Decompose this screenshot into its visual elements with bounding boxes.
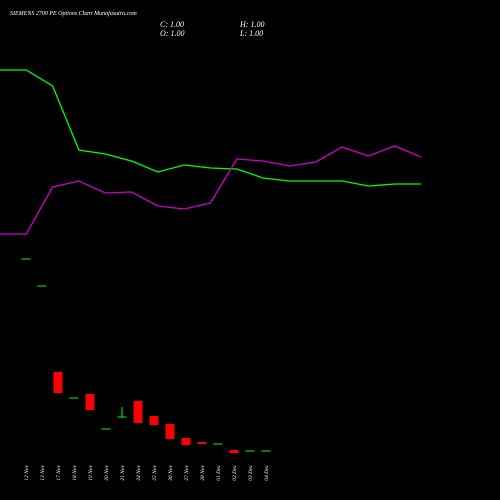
candle-body: [85, 394, 95, 410]
x-tick-label: 04 Dec: [263, 464, 270, 480]
x-tick-label: 17 Nov: [56, 464, 62, 480]
x-tick-label: 26 Nov: [168, 464, 174, 480]
candle-body: [181, 438, 191, 445]
high-label: H: 1.00: [239, 20, 264, 29]
line-series: [0, 69, 421, 187]
x-tick-label: 18 Nov: [72, 464, 78, 480]
x-tick-label: 20 Nov: [104, 464, 110, 480]
x-tick-label: 01 Dec: [216, 464, 222, 480]
low-label: L: 1.00: [239, 29, 263, 38]
open-label: O: 1.00: [160, 29, 184, 38]
x-tick-label: 24 Nov: [135, 464, 142, 480]
x-tick-label: 25 Nov: [152, 464, 158, 480]
x-tick-label: 19 Nov: [88, 464, 94, 480]
x-tick-label: 28 Nov: [200, 464, 206, 480]
x-tick-label: 03 Dec: [248, 464, 254, 480]
chart-title: SIEMENS 2700 PE Options Chart Munafasutr…: [10, 10, 137, 17]
x-tick-label: 13 Nov: [40, 464, 46, 480]
x-tick-label: 02 Dec: [232, 464, 238, 480]
candle-body: [53, 372, 63, 393]
candle-body: [229, 450, 239, 453]
x-tick-label: 12 Nov: [24, 464, 30, 480]
x-tick-label: 21 Nov: [120, 464, 126, 480]
candle-body: [165, 424, 175, 439]
x-tick-label: 27 Nov: [184, 464, 190, 480]
candle-body: [149, 416, 159, 425]
line-series: [0, 145, 422, 235]
candle-body: [133, 401, 143, 423]
candle-body: [197, 442, 207, 444]
close-label: C: 1.00: [160, 20, 184, 29]
